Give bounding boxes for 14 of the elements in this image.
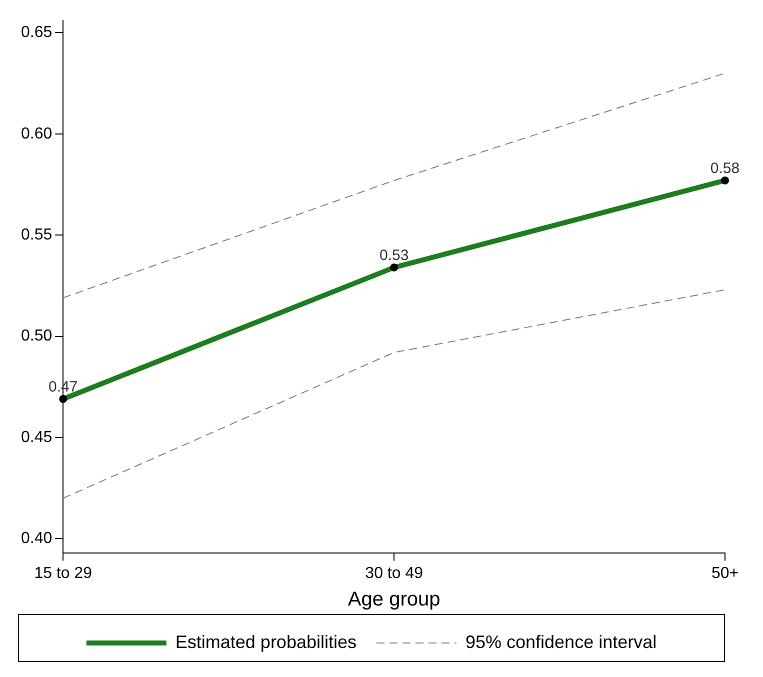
data-label: 0.53 xyxy=(379,247,409,264)
y-tick-label: 0.55 xyxy=(21,226,52,244)
y-tick-label: 0.65 xyxy=(21,24,52,42)
y-tick-label: 0.40 xyxy=(21,530,52,548)
y-tick-label: 0.45 xyxy=(21,428,52,446)
y-tick-label: 0.60 xyxy=(21,125,52,142)
x-tick-label: 30 to 49 xyxy=(365,564,424,582)
legend-label: Estimated probabilities xyxy=(175,632,356,652)
x-tick-label: 15 to 29 xyxy=(34,564,92,582)
y-tick-label: 0.50 xyxy=(21,328,52,345)
data-label: 0.58 xyxy=(710,160,740,178)
x-axis-title: Age group xyxy=(348,588,440,611)
legend-label: 95% confidence interval xyxy=(465,632,657,652)
x-tick-label: 50+ xyxy=(711,564,739,582)
